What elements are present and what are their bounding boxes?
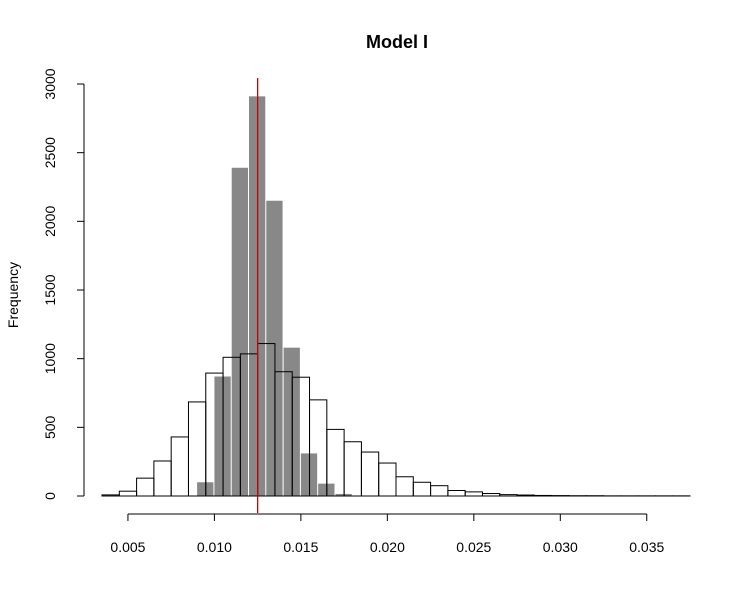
outline-bar — [343, 441, 362, 497]
filled-bar — [214, 376, 231, 496]
outline-bar — [118, 490, 138, 497]
outline-bar — [395, 476, 414, 497]
y-tick-label: 0 — [42, 492, 58, 500]
y-tick-label: 2500 — [42, 137, 58, 168]
y-tick-label: 3000 — [42, 68, 58, 99]
filled-bar — [231, 167, 248, 497]
x-tick-label: 0.020 — [370, 539, 405, 555]
outline-bar — [430, 485, 449, 497]
x-tick-label: 0.025 — [456, 539, 491, 555]
outline-bar — [360, 451, 380, 497]
y-tick-label: 500 — [42, 415, 58, 439]
x-tick-label: 0.030 — [543, 539, 578, 555]
outline-bar — [136, 477, 155, 497]
outline-bar — [378, 462, 397, 497]
x-tick-label: 0.015 — [283, 539, 318, 555]
y-tick-label: 1000 — [42, 343, 58, 374]
outline-bar — [412, 481, 432, 497]
x-tick-label: 0.005 — [110, 539, 145, 555]
x-tick-label: 0.010 — [197, 539, 232, 555]
outline-bar — [153, 460, 172, 497]
y-tick-label: 1500 — [42, 274, 58, 305]
filled-histogram-series — [197, 96, 352, 497]
y-axis: 0 500 1000 1500 2000 2500 3000 — [42, 68, 85, 500]
y-axis-label: Frequency — [5, 262, 21, 328]
outline-bar — [464, 491, 483, 497]
outline-bar — [447, 490, 466, 497]
chart-title: Model I — [366, 32, 428, 52]
outline-bar — [170, 436, 189, 497]
y-tick-label: 2000 — [42, 206, 58, 237]
x-tick-label: 0.035 — [629, 539, 664, 555]
outline-histogram-series — [101, 343, 691, 497]
x-axis: 0.005 0.010 0.015 0.020 0.025 0.030 0.035 — [110, 513, 664, 555]
outline-bar — [187, 401, 207, 497]
